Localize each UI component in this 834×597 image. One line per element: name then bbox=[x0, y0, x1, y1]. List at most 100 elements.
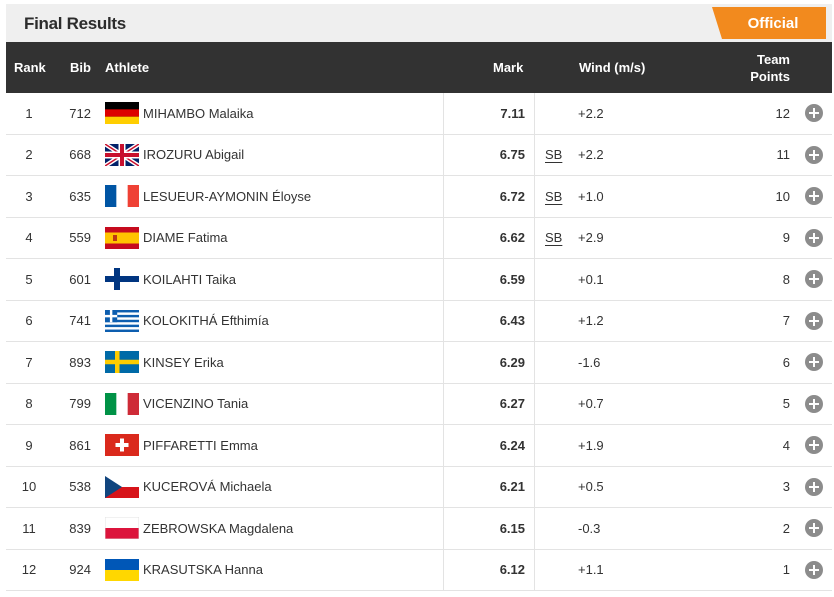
team-points-cell: 6 bbox=[782, 354, 790, 370]
mark-cell: 6.24 bbox=[443, 425, 526, 466]
mark-cell: 6.27 bbox=[443, 383, 526, 424]
team-points-cell: 4 bbox=[782, 437, 790, 453]
season-best-badge bbox=[534, 425, 574, 466]
season-best-badge bbox=[534, 93, 574, 134]
expand-row-plus-icon[interactable] bbox=[805, 353, 823, 372]
wind-cell: +1.1 bbox=[578, 562, 604, 578]
expand-row-plus-icon[interactable] bbox=[805, 560, 823, 579]
team-points-cell: 2 bbox=[782, 520, 790, 536]
season-best-badge bbox=[534, 383, 574, 424]
table-body: 1 712 MIHAMBO Malaika 7.11 +2.2 12 2 668 IROZURU… bbox=[6, 93, 832, 591]
wind-cell: +0.5 bbox=[578, 479, 604, 495]
rank-cell: 3 bbox=[25, 188, 33, 204]
results-header-bar: Final Results Official bbox=[6, 4, 832, 42]
table-row: 1 712 MIHAMBO Malaika 7.11 +2.2 12 bbox=[6, 93, 832, 135]
wind-cell: +1.9 bbox=[578, 437, 604, 453]
season-best-badge: SB bbox=[534, 134, 574, 175]
table-row: 3 635 LESUEUR-AYMONIN Éloyse 6.72 SB +1.0 10 bbox=[6, 176, 832, 218]
athlete-name: IROZURU Abigail bbox=[143, 147, 245, 163]
bib-cell: 559 bbox=[69, 230, 91, 246]
column-header-athlete: Athlete bbox=[105, 60, 150, 75]
wind-cell: +1.0 bbox=[578, 188, 604, 204]
season-best-badge: SB bbox=[534, 217, 574, 258]
season-best-badge bbox=[534, 508, 574, 549]
athlete-name: KUCEROVÁ Michaela bbox=[143, 479, 272, 495]
table-row: 8 799 VICENZINO Tania 6.27 +0.7 5 bbox=[6, 383, 832, 425]
expand-row-plus-icon[interactable] bbox=[805, 104, 823, 123]
mark-cell: 6.15 bbox=[443, 508, 526, 549]
season-best-badge: SB bbox=[534, 176, 574, 217]
expand-row-plus-icon[interactable] bbox=[805, 145, 823, 164]
table-row: 7 893 KINSEY Erika 6.29 -1.6 6 bbox=[6, 342, 832, 384]
team-points-cell: 12 bbox=[775, 105, 790, 121]
athlete-name: KRASUTSKA Hanna bbox=[143, 562, 263, 578]
page-title: Final Results bbox=[24, 14, 126, 33]
expand-row-plus-icon[interactable] bbox=[805, 228, 823, 247]
wind-cell: +2.2 bbox=[578, 147, 604, 163]
team-points-label-line2: Points bbox=[750, 69, 790, 84]
poland-flag-icon bbox=[105, 517, 139, 540]
results-table: Rank Bib Athlete Mark Wind (m/s) Team Po… bbox=[6, 42, 832, 591]
table-row: 4 559 DIAME Fatima 6.62 SB +2.9 9 bbox=[6, 217, 832, 259]
athlete-name: KOILAHTI Taika bbox=[143, 271, 236, 287]
mark-cell: 6.12 bbox=[443, 549, 526, 590]
mark-cell: 6.59 bbox=[443, 259, 526, 300]
bib-cell: 924 bbox=[69, 562, 91, 578]
mark-cell: 6.72 bbox=[443, 176, 526, 217]
mark-cell: 6.43 bbox=[443, 300, 526, 341]
table-header: Rank Bib Athlete Mark Wind (m/s) Team Po… bbox=[6, 42, 832, 93]
official-badge: Official bbox=[712, 7, 826, 39]
bib-cell: 668 bbox=[69, 147, 91, 163]
expand-row-plus-icon[interactable] bbox=[805, 270, 823, 289]
expand-row-plus-icon[interactable] bbox=[805, 477, 823, 496]
bib-cell: 893 bbox=[69, 354, 91, 370]
mark-cell: 6.62 bbox=[443, 217, 526, 258]
mark-cell: 6.21 bbox=[443, 466, 526, 507]
bib-cell: 741 bbox=[69, 313, 91, 329]
team-points-cell: 10 bbox=[775, 188, 790, 204]
rank-cell: 10 bbox=[21, 479, 37, 495]
germany-flag-icon bbox=[105, 102, 139, 125]
wind-cell: +1.2 bbox=[578, 313, 604, 329]
team-points-cell: 5 bbox=[782, 396, 790, 412]
table-row: 12 924 KRASUTSKA Hanna 6.12 +1.1 1 bbox=[6, 549, 832, 591]
athlete-name: VICENZINO Tania bbox=[143, 396, 249, 412]
rank-cell: 8 bbox=[25, 396, 33, 412]
season-best-badge bbox=[534, 466, 574, 507]
bib-cell: 635 bbox=[69, 188, 91, 204]
wind-cell: +0.7 bbox=[578, 396, 604, 412]
column-header-mark: Mark bbox=[493, 60, 524, 75]
mark-cell: 7.11 bbox=[443, 93, 526, 134]
expand-row-plus-icon[interactable] bbox=[805, 311, 823, 330]
expand-row-plus-icon[interactable] bbox=[805, 519, 823, 538]
table-row: 10 538 KUCEROVÁ Michaela 6.21 +0.5 3 bbox=[6, 466, 832, 508]
column-header-bib: Bib bbox=[70, 60, 91, 75]
expand-row-plus-icon[interactable] bbox=[805, 436, 823, 455]
team-points-cell: 1 bbox=[782, 562, 790, 578]
table-row: 5 601 KOILAHTI Taika 6.59 +0.1 8 bbox=[6, 259, 832, 301]
mark-cell: 6.29 bbox=[443, 342, 526, 383]
team-points-cell: 11 bbox=[776, 147, 791, 163]
wind-cell: +2.9 bbox=[578, 230, 604, 246]
athlete-name: LESUEUR-AYMONIN Éloyse bbox=[143, 188, 312, 204]
expand-row-plus-icon[interactable] bbox=[805, 187, 823, 206]
rank-cell: 4 bbox=[25, 230, 33, 246]
wind-cell: +2.2 bbox=[578, 105, 604, 121]
greece-flag-icon bbox=[105, 309, 139, 332]
team-points-cell: 8 bbox=[782, 271, 790, 287]
column-header-wind: Wind (m/s) bbox=[579, 60, 646, 75]
expand-row-plus-icon[interactable] bbox=[805, 394, 823, 413]
rank-cell: 12 bbox=[21, 562, 37, 578]
bib-cell: 601 bbox=[69, 271, 91, 287]
wind-cell: -0.3 bbox=[578, 520, 601, 536]
column-header-team-points: Team Points bbox=[746, 51, 790, 85]
athlete-name: PIFFARETTI Emma bbox=[143, 437, 258, 453]
table-row: 6 741 KOLOKITHÁ Efthimía 6.43 +1.2 7 bbox=[6, 300, 832, 342]
france-flag-icon bbox=[105, 185, 139, 208]
athlete-name: ZEBROWSKA Magdalena bbox=[143, 520, 294, 536]
wind-cell: +0.1 bbox=[578, 271, 604, 287]
athlete-name: KOLOKITHÁ Efthimía bbox=[143, 313, 269, 329]
czechia-flag-icon bbox=[105, 475, 139, 498]
season-best-badge bbox=[534, 342, 574, 383]
rank-cell: 6 bbox=[25, 313, 33, 329]
